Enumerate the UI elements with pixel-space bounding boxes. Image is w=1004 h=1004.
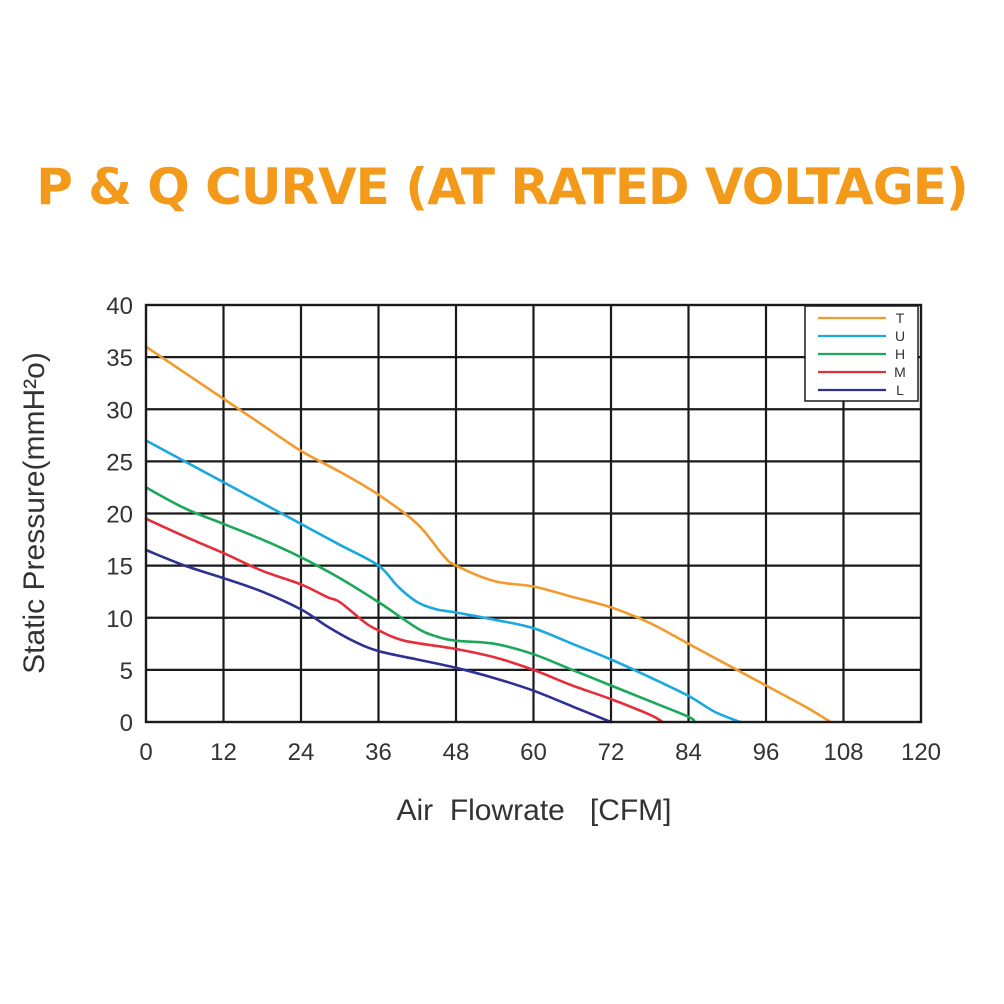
series-lines [144,345,832,724]
x-tick-label-12: 12 [210,739,237,766]
x-axis-title: Air Flowrate [CFM] [396,794,671,827]
x-tick-label-84: 84 [675,739,702,766]
x-tick-label-0: 0 [139,739,152,766]
y-axis-title: Static Pressure(mmH²o) [18,352,51,674]
legend-label-U: U [895,328,905,344]
y-tick-label-35: 35 [106,345,133,372]
x-tick-label-24: 24 [288,739,315,766]
y-tick-label-0: 0 [120,710,133,737]
y-tick-label-20: 20 [106,502,133,529]
x-tick-label-48: 48 [443,739,470,766]
series-line-H [144,486,697,724]
x-tick-label-60: 60 [520,739,547,766]
x-tick-label-120: 120 [901,739,941,766]
x-tick-label-72: 72 [598,739,625,766]
plot-frame [144,303,923,724]
y-tick-label-30: 30 [106,397,133,424]
y-tick-label-40: 40 [106,293,133,320]
series-line-L [144,548,613,724]
y-tick-label-5: 5 [120,658,133,685]
y-tick-label-25: 25 [106,449,133,476]
y-tick-label-10: 10 [106,606,133,633]
x-tick-label-108: 108 [823,739,863,766]
legend-label-M: M [894,364,906,380]
x-tick-labels: 0 12 24 36 48 60 72 84 96 108 120 [139,739,941,766]
legend-label-T: T [896,310,905,326]
grid-layer [146,305,921,722]
x-tick-label-36: 36 [365,739,392,766]
legend-label-L: L [896,382,904,398]
y-tick-label-15: 15 [106,554,133,581]
y-tick-labels: 0 5 10 15 20 25 30 35 40 [106,293,133,737]
series-line-U [144,439,742,724]
legend-label-H: H [895,346,905,362]
series-line-M [144,517,664,724]
page-title: P & Q CURVE (AT RATED VOLTAGE) [36,158,969,216]
x-tick-label-96: 96 [753,739,780,766]
series-line-T [144,345,832,724]
